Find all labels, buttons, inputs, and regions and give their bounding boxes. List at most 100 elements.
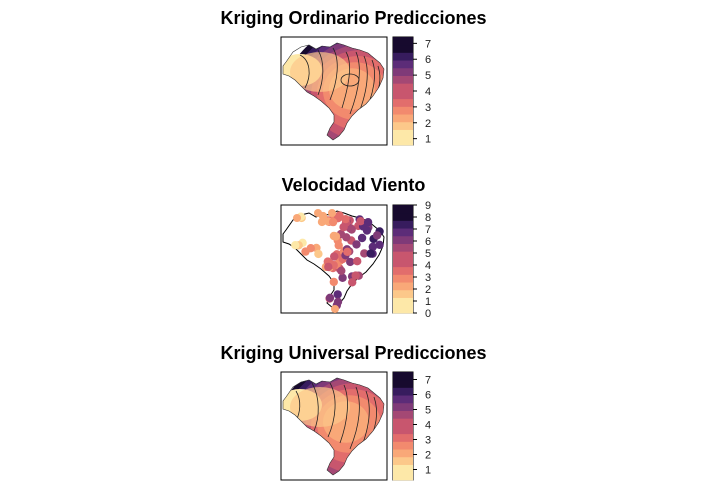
- station-point: [363, 218, 373, 227]
- tick-label: 6: [425, 54, 431, 66]
- station-point: [331, 232, 341, 241]
- station-point: [314, 249, 323, 259]
- legend-tick: 4: [413, 420, 431, 432]
- tick-label: 7: [425, 38, 431, 50]
- legend-tick: 3: [413, 102, 431, 114]
- contour-line: [329, 47, 338, 101]
- legend-swatch: [393, 426, 413, 435]
- legend-tick: 8: [413, 212, 431, 224]
- station-point: [348, 278, 357, 287]
- station-point: [325, 293, 335, 302]
- station-point: [328, 209, 336, 217]
- legend-swatch: [393, 83, 413, 92]
- map-panel-kriging-ordinario: Kriging Ordinario Predicciones 1 2 3 4 5 6 7: [0, 0, 707, 168]
- legend-tick: 6: [413, 54, 431, 66]
- tick-label: 5: [425, 70, 431, 82]
- legend-swatch: [393, 395, 413, 404]
- legend-swatch: [393, 205, 413, 214]
- station-point: [324, 262, 333, 272]
- tick-label: 4: [425, 420, 431, 432]
- contour-line: [349, 386, 360, 450]
- legend-swatch: [393, 472, 413, 481]
- legend-tick: 2: [413, 450, 431, 462]
- legend-swatch: [393, 129, 413, 138]
- legend-swatch: [393, 387, 413, 396]
- legend-tick: 3: [413, 435, 431, 447]
- legend-swatch: [393, 114, 413, 123]
- station-point: [306, 244, 315, 253]
- legend-swatch: [393, 235, 413, 244]
- station-point: [372, 231, 382, 240]
- station-point: [331, 305, 339, 313]
- legend-swatch: [393, 418, 413, 427]
- station-point: [339, 222, 348, 232]
- station-point: [337, 266, 346, 275]
- panel-title: Kriging Ordinario Predicciones: [220, 8, 487, 28]
- legend-swatch: [393, 98, 413, 107]
- field-band: [290, 387, 350, 427]
- station-point: [366, 249, 375, 258]
- map-frame: [280, 371, 388, 481]
- legend-swatch: [393, 464, 413, 473]
- tick-label: 6: [425, 390, 431, 402]
- legend-swatch: [393, 75, 413, 84]
- tick-label: 7: [425, 375, 431, 387]
- legend-tick: 9: [413, 200, 431, 212]
- station-point: [347, 225, 356, 234]
- tick-label: 1: [425, 134, 431, 146]
- tick-label: 2: [425, 284, 431, 296]
- tick-label: 4: [425, 86, 431, 98]
- map-frame: [280, 36, 388, 146]
- station-point: [341, 215, 350, 224]
- station-point: [291, 241, 300, 250]
- legend-tick: 7: [413, 375, 431, 387]
- station-point: [342, 233, 351, 242]
- country-outline: [282, 377, 385, 476]
- tick-label: 5: [425, 248, 431, 260]
- legend-swatch: [393, 137, 413, 146]
- legend-swatch: [393, 441, 413, 450]
- legend-swatch: [393, 402, 413, 411]
- contour-line: [327, 382, 336, 438]
- tick-label: 3: [425, 272, 431, 284]
- map-frame: [280, 204, 388, 314]
- legend-swatch: [393, 243, 413, 252]
- tick-label: 7: [425, 224, 431, 236]
- color-legend: 1 2 3 4 5 6 7: [393, 372, 431, 481]
- legend-swatch: [393, 456, 413, 465]
- legend-tick: 4: [413, 260, 431, 272]
- station-point: [346, 257, 355, 267]
- tick-label: 3: [425, 102, 431, 114]
- station-point: [330, 252, 339, 261]
- tick-label: 4: [425, 260, 431, 272]
- station-point: [314, 209, 322, 217]
- contour-line: [340, 73, 360, 87]
- legend-tick: 5: [413, 248, 431, 260]
- contour-line: [311, 382, 319, 432]
- legend-tick: 2: [413, 118, 431, 130]
- station-point: [375, 240, 384, 249]
- station-point: [328, 217, 338, 227]
- tick-label: 6: [425, 236, 431, 248]
- station-point: [368, 242, 377, 251]
- legend-swatch: [393, 228, 413, 237]
- station-point: [351, 271, 360, 280]
- station-point: [333, 290, 342, 299]
- tick-label: 8: [425, 212, 431, 224]
- panel-title: Velocidad Viento: [281, 175, 426, 195]
- station-point: [293, 214, 301, 222]
- legend-swatch: [393, 44, 413, 53]
- map-figure: 1 2 3 4 5 6 7: [280, 371, 431, 481]
- legend-swatch: [393, 52, 413, 61]
- legend-swatch: [393, 289, 413, 298]
- legend-swatch: [393, 305, 413, 314]
- station-point: [362, 226, 372, 235]
- map-panel-kriging-universal: Kriging Universal Predicciones 1 2 3 4 5 6 7: [0, 335, 707, 503]
- panel-title: Kriging Universal Predicciones: [220, 343, 487, 363]
- legend-tick: 3: [413, 272, 431, 284]
- brazil-map: [282, 42, 385, 141]
- station-points: [291, 209, 384, 313]
